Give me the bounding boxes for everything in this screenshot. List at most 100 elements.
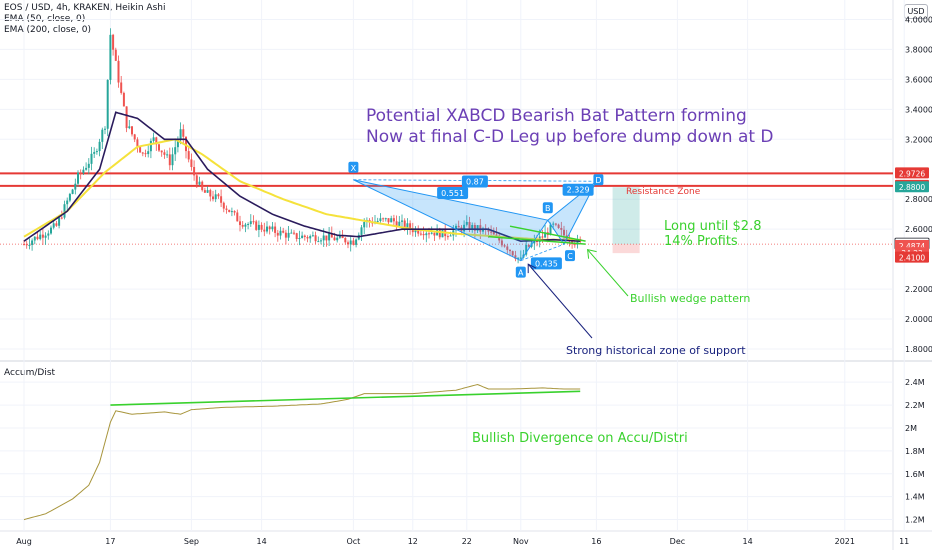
point-label: C — [567, 252, 573, 261]
ad-tick-label: 1.8M — [905, 447, 925, 456]
candle-body — [533, 240, 536, 244]
candle-body — [557, 224, 560, 228]
candle-body — [141, 152, 144, 154]
candle-body — [228, 209, 231, 212]
ad-tick-label: 2.4M — [905, 378, 925, 387]
candle-body — [255, 221, 258, 230]
candle-body — [106, 79, 109, 129]
candle-body — [125, 106, 128, 129]
candle-body — [155, 137, 158, 145]
point-badge — [542, 202, 553, 214]
candle-body — [33, 236, 36, 241]
candle-body — [384, 218, 387, 220]
title-annotation-line1[interactable]: Potential XABCD Bearish Bat Pattern form… — [366, 106, 747, 126]
wedge-label[interactable]: Bullish wedge pattern — [630, 292, 750, 305]
candle-body — [306, 237, 309, 239]
candle-body — [233, 211, 236, 213]
price-label: 2.9726 — [899, 169, 925, 178]
candle-body — [52, 223, 55, 228]
candle-body — [55, 223, 58, 226]
candle-body — [203, 190, 206, 193]
time-tick-label: 11 — [899, 537, 909, 546]
candle-body — [50, 227, 52, 234]
resistance-zone-label[interactable]: Resistance Zone — [626, 187, 701, 197]
candle-body — [190, 159, 193, 168]
price-label-box — [895, 181, 929, 193]
long-target-label[interactable]: Long until $2.8 — [664, 219, 761, 234]
candle-body — [390, 218, 393, 223]
wedge-lower-line — [488, 235, 586, 245]
candle-body — [576, 239, 579, 245]
candle-body — [514, 255, 517, 259]
candle-body — [455, 225, 457, 231]
candle-body — [549, 224, 552, 236]
candle-body — [44, 235, 47, 238]
candle-body — [495, 234, 498, 236]
ad-trendline — [110, 390, 581, 406]
candle-body — [247, 224, 250, 226]
ema-lines — [23, 111, 581, 243]
candle-body — [314, 235, 317, 242]
candle-body — [287, 232, 290, 238]
annotations[interactable] — [488, 187, 640, 339]
candle-body — [544, 232, 547, 238]
support-arrow — [527, 263, 593, 339]
candle-body — [104, 128, 106, 130]
candle-body — [341, 235, 344, 239]
candle-body — [131, 126, 133, 135]
candle-body — [41, 234, 44, 238]
price-tick-label: 3.8000 — [905, 45, 932, 54]
ratio-badge — [562, 183, 594, 196]
candle-body — [136, 139, 139, 147]
candle-body — [147, 151, 150, 155]
accum-dist-legend[interactable]: Accum/Dist — [4, 368, 56, 378]
wedge-upper-line — [509, 225, 586, 242]
candle-body — [163, 152, 166, 155]
candle-body — [392, 218, 395, 222]
long-stop-zone — [612, 244, 640, 254]
ratio-badge — [530, 257, 562, 270]
candle-body — [471, 225, 474, 230]
candle-body — [263, 229, 266, 232]
price-tick-label: 3.6000 — [905, 75, 932, 84]
title-annotation-line2[interactable]: Now at final C-D Leg up before dump down… — [366, 127, 774, 147]
price-label: 2.4100 — [899, 254, 925, 263]
candle-body — [114, 49, 117, 61]
candle-body — [509, 249, 511, 252]
point-label: X — [351, 164, 357, 173]
candle-body — [133, 134, 136, 140]
candle-body — [171, 154, 174, 166]
candle-body — [395, 221, 398, 227]
candle-body — [446, 236, 449, 238]
candle-body — [77, 172, 79, 184]
candle-body — [209, 190, 212, 197]
time-tick-label: Sep — [184, 537, 199, 546]
candle-body — [563, 229, 565, 236]
profit-label[interactable]: 14% Profits — [664, 234, 738, 249]
time-tick-label: Aug — [16, 537, 32, 546]
point-label: A — [518, 269, 524, 278]
point-badge — [348, 161, 359, 173]
candle-body — [117, 60, 120, 83]
pattern-ac-line — [520, 243, 565, 262]
candle-body — [282, 230, 285, 233]
support-label[interactable]: Strong historical zone of support — [566, 344, 746, 357]
candle-body — [303, 235, 306, 238]
time-tick-label: Nov — [513, 537, 529, 546]
candle-body — [428, 233, 430, 235]
grid — [0, 0, 905, 531]
candle-body — [39, 234, 42, 240]
candle-body — [239, 221, 241, 226]
candle-body — [85, 167, 88, 170]
candle-body — [401, 220, 403, 222]
candle-body — [98, 141, 101, 152]
candle-body — [449, 235, 452, 237]
ema200-legend[interactable]: EMA (200, close, 0) — [4, 25, 92, 35]
candle-body — [168, 154, 171, 166]
candle-body — [525, 244, 528, 255]
long-profit-zone — [612, 187, 640, 245]
time-tick-label: 2021 — [835, 537, 855, 546]
xabcd-pattern[interactable]: X A B C D 0.870.551 2.329 0.435 — [348, 161, 604, 278]
divergence-label[interactable]: Bullish Divergence on Accu/Distri — [472, 431, 688, 446]
